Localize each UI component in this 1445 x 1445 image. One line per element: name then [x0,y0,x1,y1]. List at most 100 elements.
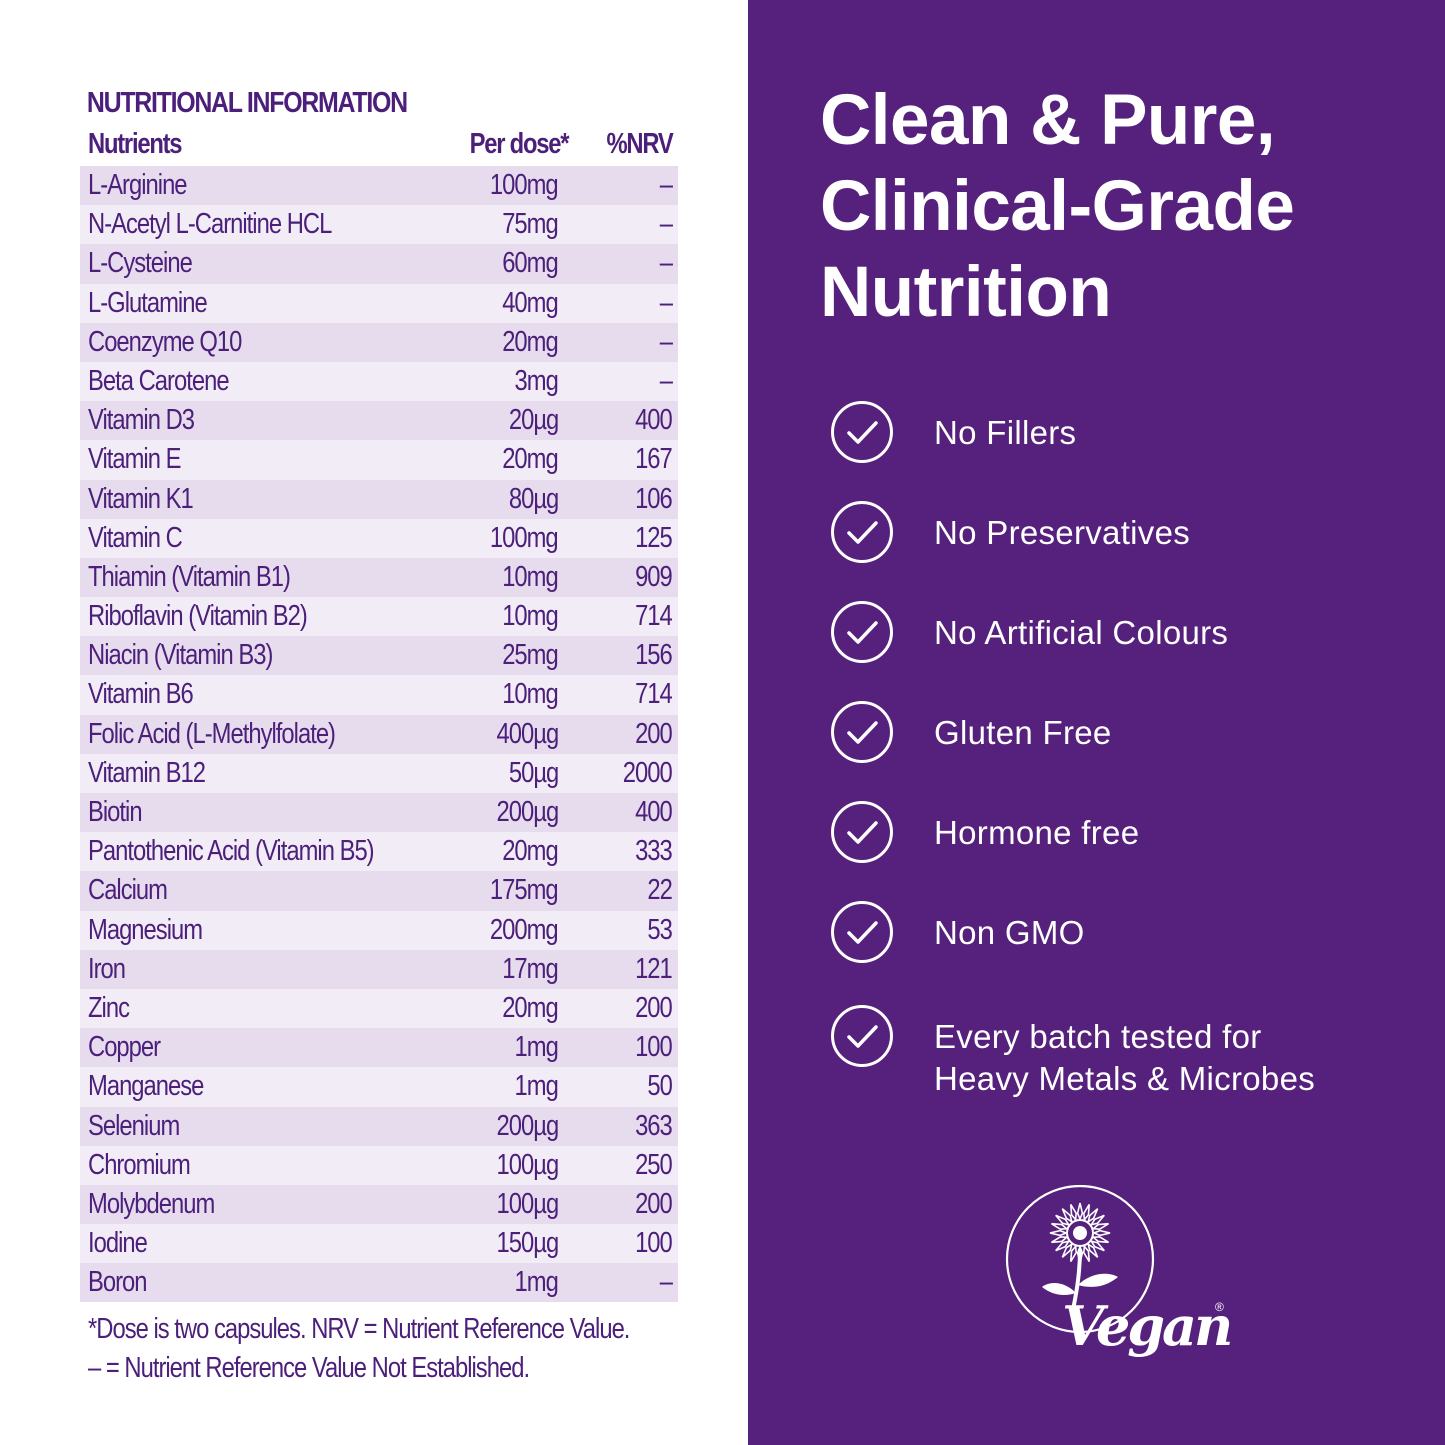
nrv-value: 400 [635,796,673,828]
nrv-value: 333 [635,835,673,868]
table-row: Vitamin D3 20µg 400 [80,401,678,441]
nutrient-name: Boron [88,1266,148,1299]
table-row: Zinc 20mg 200 [80,988,678,1029]
per-dose-value: 200µg [496,796,559,828]
headline-line-2: Clinical-Grade [820,167,1295,246]
per-dose-value: 20mg [502,443,559,476]
table-row: Magnesium 200mg 53 [80,910,678,950]
table-row: Iodine 150µg 100 [80,1224,678,1264]
nutrient-name: Niacin (Vitamin B3) [88,639,273,672]
nrv-value: 2000 [623,756,673,789]
headline-line-1: Clean & Pure, [820,81,1276,160]
feature-label: Every batch tested for Heavy Metals & Mic… [934,1004,1315,1100]
table-row: Biotin 200µg 400 [80,793,678,833]
nutrient-name: Magnesium [88,913,203,946]
sunflower-petal [1083,1244,1091,1262]
feature-item: Non GMO [830,900,1085,964]
feature-label-line: No Artificial Colours [934,614,1229,651]
headline: Clean & Pure, Clinical-Grade Nutrition [820,78,1420,336]
per-dose-value: 175mg [490,874,559,907]
nrv-value: – [659,364,673,397]
feature-label-line: No Fillers [934,414,1077,451]
nrv-value: 106 [635,482,673,515]
nutrient-name: Zinc [88,991,130,1024]
per-dose-value: 20mg [502,835,559,868]
footnote-dose: *Dose is two capsules. NRV = Nutrient Re… [88,1313,630,1346]
table-row: L-Glutamine 40mg – [80,283,678,323]
per-dose-value: 10mg [502,600,559,633]
feature-label: Non GMO [934,900,1085,954]
nrv-value: 121 [635,952,673,985]
table-row: Iron 17mg 121 [80,949,678,989]
table-row: Vitamin B12 50µg 2000 [80,753,678,793]
nrv-value: 200 [635,717,673,750]
nutrient-name: Chromium [88,1148,191,1181]
per-dose-value: 150µg [496,1227,559,1260]
nutrient-name: L-Arginine [88,169,188,201]
check-circle-icon [831,501,893,563]
nrv-value: 250 [635,1148,673,1181]
table-row: Niacin (Vitamin B3) 25mg 156 [80,636,678,676]
nutrient-name: Biotin [88,796,143,828]
sunflower-petal [1091,1229,1111,1237]
per-dose-value: 100mg [490,169,559,201]
table-row: Calcium 175mg 22 [80,871,678,911]
feature-label-line: Gluten Free [934,714,1112,751]
nrv-value: 714 [635,600,673,633]
table-row: N-Acetyl L-Carnitine HCL 75mg – [80,205,678,245]
sunflower-petal [1069,1244,1077,1262]
nrv-value: 200 [635,1187,673,1220]
feature-item: Hormone free [830,800,1139,864]
nutrient-name: Vitamin B12 [88,756,206,789]
nutrient-name: Selenium [88,1109,180,1142]
feature-label: Gluten Free [934,700,1112,754]
table-title: NUTRITIONAL INFORMATION [86,87,408,119]
per-dose-value: 10mg [502,560,559,593]
nutrient-name: Iodine [88,1227,148,1260]
nrv-value: 167 [635,443,673,476]
nrv-value: 100 [635,1031,673,1064]
nutrient-name: Molybdenum [88,1187,215,1220]
per-dose-value: 20µg [508,404,559,437]
sunflower-petal [1061,1208,1074,1224]
feature-label-line: Non GMO [934,914,1085,951]
nutrition-table: NUTRITIONAL INFORMATION Nutrients Per do… [80,84,678,1388]
per-dose-value: 200µg [496,1109,559,1142]
nutrient-name: Vitamin B6 [88,678,194,711]
nrv-value: – [659,286,673,319]
table-row: Boron 1mg – [80,1263,678,1303]
table-row: Pantothenic Acid (Vitamin B5) 20mg 333 [80,832,678,872]
nutrition-panel: NUTRITIONAL INFORMATION Nutrients Per do… [80,84,678,1388]
per-dose-value: 10mg [502,678,559,711]
nrv-value: 200 [635,991,673,1024]
sunflower-petal [1051,1236,1069,1244]
table-row: Vitamin K1 80µg 106 [80,479,678,519]
nrv-value: 22 [647,874,673,907]
sunflower-petal [1076,1202,1084,1222]
per-dose-value: 20mg [502,325,559,358]
per-dose-value: 17mg [502,952,559,985]
table-row: Vitamin E 20mg 167 [80,440,678,480]
check-circle-icon [831,1005,893,1067]
per-dose-value: 3mg [514,364,559,397]
nutrient-name: Copper [88,1031,161,1064]
check-circle-icon [831,801,893,863]
nutrient-name: Vitamin C [88,521,183,554]
per-dose-value: 75mg [502,208,559,241]
per-dose-value: 100µg [496,1148,559,1181]
feature-label: No Preservatives [934,500,1190,554]
nutrient-name: Beta Carotene [88,364,230,397]
nutrient-name: Vitamin E [88,443,181,476]
sunflower-petal [1086,1242,1099,1258]
nutrient-name: L-Cysteine [88,247,193,280]
check-circle-icon [831,701,893,763]
nrv-value: 53 [647,913,673,946]
feature-label: No Artificial Colours [934,600,1228,654]
nrv-value: 909 [635,560,673,593]
nrv-value: 156 [635,639,673,672]
nutrient-name: Coenzyme Q10 [88,325,242,358]
table-header-row: Nutrients Per dose* %NRV [80,122,678,166]
footnote-nrv: – = Nutrient Reference Value Not Establi… [88,1352,530,1385]
sunflower-petal [1086,1208,1099,1224]
per-dose-value: 400µg [496,717,559,750]
